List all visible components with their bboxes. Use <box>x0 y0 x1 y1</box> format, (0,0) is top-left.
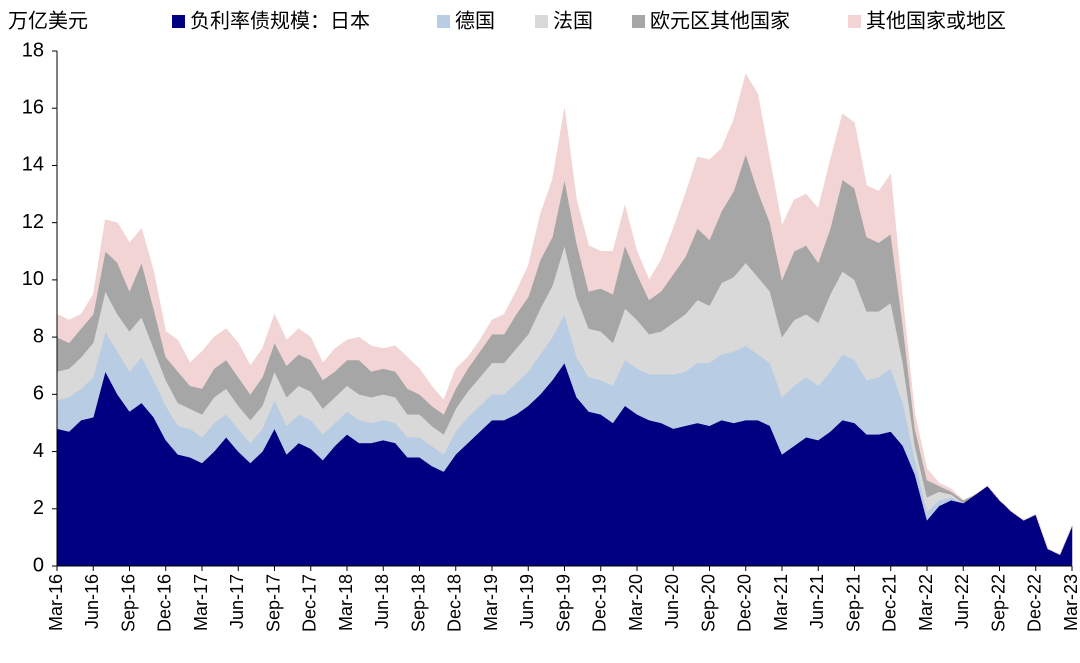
x-tick-label: Sep-17 <box>263 574 283 632</box>
legend-label: 法国 <box>553 9 593 32</box>
y-tick-label: 2 <box>33 497 44 519</box>
x-tick-label: Jun-17 <box>227 574 247 629</box>
x-tick-label: Mar-17 <box>191 574 211 631</box>
y-tick-label: 8 <box>33 325 44 347</box>
y-tick-label: 12 <box>22 211 44 233</box>
x-tick-label: Mar-22 <box>916 574 936 631</box>
x-tick-label: Mar-18 <box>336 574 356 631</box>
y-tick-label: 10 <box>22 268 44 290</box>
legend-swatch <box>172 15 185 28</box>
x-tick-label: Mar-19 <box>481 574 501 631</box>
plot-area <box>56 73 1073 567</box>
x-tick-label: Sep-20 <box>698 574 718 632</box>
x-tick-label: Dec-21 <box>880 574 900 632</box>
y-tick-label: 16 <box>22 97 44 119</box>
y-tick-label: 14 <box>22 154 44 176</box>
legend-label: 负利率债规模：日本 <box>190 9 370 32</box>
legend-swatch <box>437 15 450 28</box>
x-tick-label: Dec-16 <box>155 574 175 632</box>
x-tick-label: Sep-16 <box>118 574 138 632</box>
y-axis-title: 万亿美元 <box>8 9 88 32</box>
x-tick-label: Jun-16 <box>82 574 102 629</box>
x-tick-label: Sep-19 <box>553 574 573 632</box>
x-tick-label: Jun-18 <box>372 574 392 629</box>
legend-label: 德国 <box>455 9 495 32</box>
legend-label: 欧元区其他国家 <box>650 9 790 32</box>
x-tick-label: Sep-21 <box>843 574 863 632</box>
legend-swatch <box>535 15 548 28</box>
x-tick-label: Sep-22 <box>988 574 1008 632</box>
x-tick-label: Sep-18 <box>408 574 428 632</box>
x-tick-label: Dec-19 <box>590 574 610 632</box>
x-tick-label: Dec-22 <box>1025 574 1045 632</box>
x-tick-label: Jun-19 <box>517 574 537 629</box>
legend-label: 其他国家或地区 <box>866 9 1006 32</box>
y-tick-label: 4 <box>33 440 44 462</box>
x-tick-label: Mar-20 <box>626 574 646 631</box>
x-tick-label: Dec-20 <box>735 574 755 632</box>
x-tick-label: Mar-16 <box>46 574 66 631</box>
x-tick-label: Dec-18 <box>445 574 465 632</box>
x-tick-label: Jun-22 <box>952 574 972 629</box>
legend-swatch <box>632 15 645 28</box>
x-tick-label: Jun-21 <box>807 574 827 629</box>
y-tick-label: 0 <box>33 554 44 576</box>
y-tick-label: 6 <box>33 383 44 405</box>
x-tick-label: Jun-20 <box>662 574 682 629</box>
area <box>56 73 1073 555</box>
legend-swatch <box>848 15 861 28</box>
y-tick-label: 18 <box>22 39 44 61</box>
x-tick-label: Mar-21 <box>771 574 791 631</box>
x-tick-label: Mar-23 <box>1061 574 1080 631</box>
x-tick-label: Dec-17 <box>300 574 320 632</box>
